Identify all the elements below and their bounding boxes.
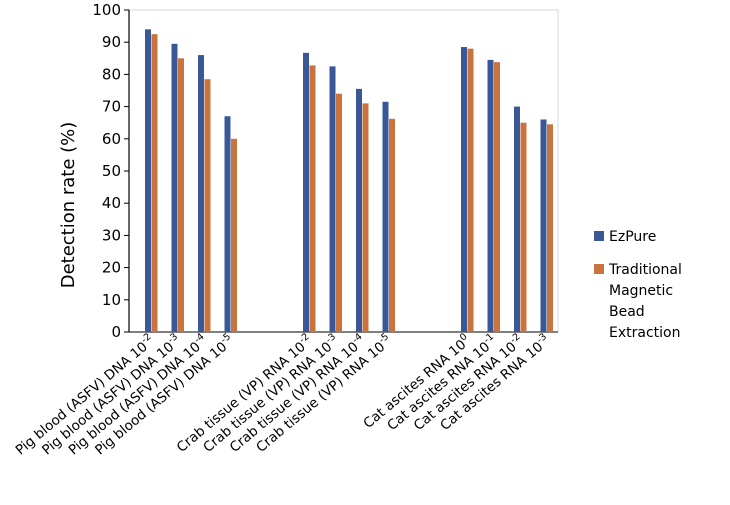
legend-label-ezpure: EzPure [609,229,656,245]
bar-ezpure [540,119,547,332]
bars [145,29,553,333]
y-axis-label: Detection rate (%) [58,122,79,289]
bar-ezpure [514,106,520,332]
bar-ezpure [461,47,467,332]
y-tick-label: 20 [102,259,121,277]
bar-ezpure [198,55,204,333]
bar-traditional [231,138,237,332]
y-tick-label: 70 [102,98,121,116]
plot-frame [128,9,559,333]
y-axis: 0 10 20 30 40 50 60 70 80 90 100 [92,1,558,341]
bar-ezpure [356,88,362,332]
bar-traditional [309,65,316,332]
y-tick-label: 90 [102,33,121,51]
bar-traditional [178,58,184,333]
legend-label-traditional: Traditional Magnetic Bead Extraction [608,262,682,341]
legend: EzPure Traditional Magnetic Bead Extraction [594,229,682,341]
y-tick-label: 40 [102,194,121,212]
y-tick-label: 80 [102,65,121,83]
legend-swatch-traditional [594,264,604,274]
bar-ezpure [171,43,178,333]
bar-traditional [520,122,527,332]
bar-traditional [204,79,211,332]
bar-traditional [336,93,342,332]
y-tick-label: 60 [102,130,121,148]
bar-traditional [362,103,369,332]
y-tick-label: 50 [102,162,121,180]
bar-ezpure [303,52,309,333]
y-tick-label: 10 [102,291,121,309]
bar-traditional [494,62,500,332]
bar-traditional [467,48,474,332]
bar-ezpure [145,29,151,332]
y-tick-label: 100 [92,1,121,19]
bar-traditional [389,118,395,332]
bar-ezpure [329,66,336,332]
y-tick-label: 0 [111,323,121,341]
y-tick-label: 30 [102,226,121,244]
bar-ezpure [487,59,494,332]
legend-swatch-ezpure [594,231,604,241]
bar-ezpure [224,116,231,332]
bar-ezpure [382,101,389,333]
plot-border [128,9,559,333]
bar-traditional [547,124,553,332]
bar-traditional [151,34,158,333]
